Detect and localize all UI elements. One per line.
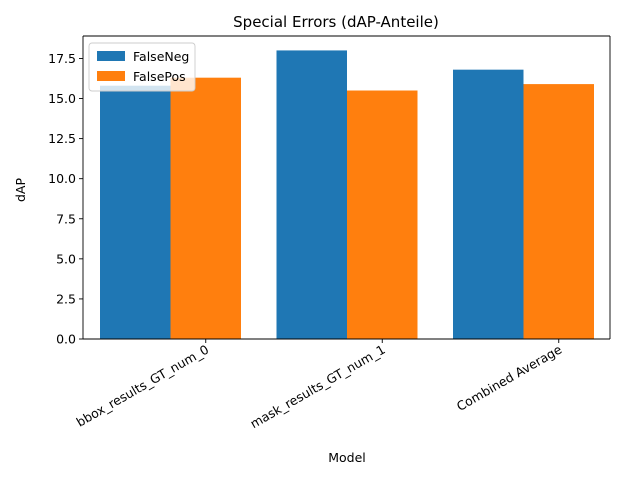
- legend: FalseNeg FalsePos: [88, 42, 196, 92]
- bar-falseneg-2: [453, 69, 524, 340]
- plot-area: 0.02.55.07.510.012.515.017.5bbox_results…: [48, 35, 611, 431]
- y-tick-label-5: 12.5: [48, 131, 76, 146]
- y-tick-label-6: 15.0: [48, 91, 76, 106]
- y-tick-label-0: 0.0: [56, 332, 76, 347]
- y-axis-label: dAP: [13, 178, 28, 202]
- bar-falsepos-1: [347, 90, 418, 339]
- x-axis-label: Model: [328, 450, 366, 465]
- legend-label-falseneg: FalseNeg: [133, 49, 189, 64]
- chart-title: Special Errors (dAP-Anteile): [233, 13, 439, 31]
- bar-falseneg-0: [100, 85, 171, 339]
- y-tick-label-2: 5.0: [56, 251, 76, 266]
- y-tick-label-3: 7.5: [56, 211, 76, 226]
- bar-falseneg-1: [276, 50, 347, 340]
- bar-falsepos-0: [170, 77, 241, 339]
- y-tick-label-1: 2.5: [56, 291, 76, 306]
- y-tick-label-4: 10.0: [48, 171, 76, 186]
- bar-falsepos-2: [523, 84, 594, 339]
- legend-swatch-falsepos: [97, 71, 125, 81]
- legend-label-falsepos: FalsePos: [133, 69, 186, 84]
- y-tick-label-7: 17.5: [48, 51, 76, 66]
- legend-swatch-falseneg: [97, 51, 125, 61]
